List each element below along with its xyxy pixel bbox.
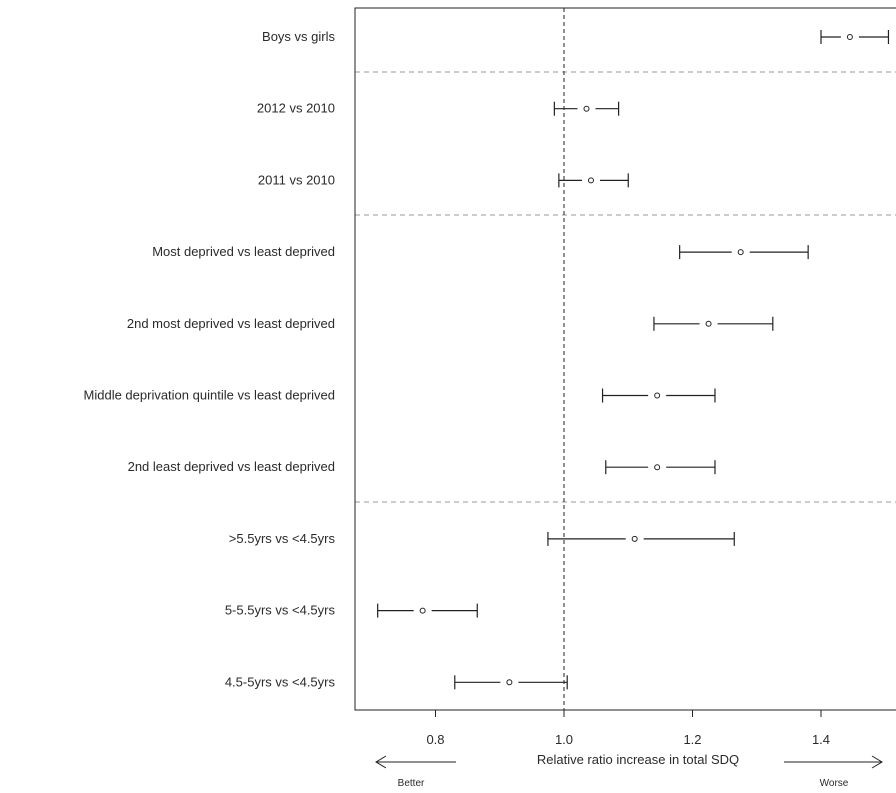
row-label: >5.5yrs vs <4.5yrs	[229, 531, 336, 546]
forest-row: >5.5yrs vs <4.5yrs	[229, 531, 735, 546]
worse-annotation: Worse	[820, 778, 849, 789]
forest-row: Boys vs girls	[262, 29, 890, 44]
group-separators	[355, 71, 896, 503]
forest-row: 2012 vs 2010	[257, 101, 620, 116]
x-tick-label: 1.0	[555, 732, 573, 747]
point-estimate	[705, 320, 712, 327]
better-annotation: Better	[398, 778, 425, 789]
point-estimate	[583, 105, 590, 112]
point-estimate	[846, 34, 853, 40]
row-label: 4.5-5yrs vs <4.5yrs	[225, 674, 336, 689]
forest-row: Most deprived vs least deprived	[152, 244, 809, 260]
x-tick-label: 1.4	[812, 732, 830, 747]
point-estimate	[631, 535, 638, 542]
forest-row: 2011 vs 2010	[258, 172, 629, 188]
row-label: 2nd least deprived vs least deprived	[128, 459, 335, 474]
point-estimate	[654, 392, 661, 399]
row-label: Boys vs girls	[262, 29, 335, 44]
plot-frame	[354, 7, 896, 711]
forest-row: 5-5.5yrs vs <4.5yrs	[225, 603, 478, 618]
x-tick-label: 0.8	[426, 732, 444, 747]
row-label: 2012 vs 2010	[257, 101, 335, 116]
row-label: Middle deprivation quintile vs least dep…	[84, 388, 335, 403]
row-label: 2011 vs 2010	[258, 172, 335, 187]
point-estimate	[506, 679, 513, 686]
right-arrow-icon	[784, 755, 883, 769]
row-label: Most deprived vs least deprived	[152, 244, 335, 259]
x-axis-label: Relative ratio increase in total SDQ	[537, 752, 739, 767]
forest-row: 2nd most deprived vs least deprived	[127, 316, 774, 331]
forest-row: Middle deprivation quintile vs least dep…	[84, 388, 716, 403]
point-estimate	[587, 177, 594, 184]
left-arrow-icon	[375, 755, 456, 769]
point-estimate	[419, 607, 426, 614]
row-label: 5-5.5yrs vs <4.5yrs	[225, 603, 336, 618]
x-axis: 0.8 1.0 1.2 1.4	[426, 710, 830, 747]
plot-rows: Boys vs girls 2012 vs 2010 2011 vs 2010 Mos…	[84, 29, 890, 690]
forest-row: 2nd least deprived vs least deprived	[128, 459, 716, 475]
forest-row: 4.5-5yrs vs <4.5yrs	[225, 674, 568, 690]
point-estimate	[654, 464, 661, 471]
x-tick-label: 1.2	[683, 732, 701, 747]
point-estimate	[737, 249, 744, 256]
row-label: 2nd most deprived vs least deprived	[127, 316, 335, 331]
